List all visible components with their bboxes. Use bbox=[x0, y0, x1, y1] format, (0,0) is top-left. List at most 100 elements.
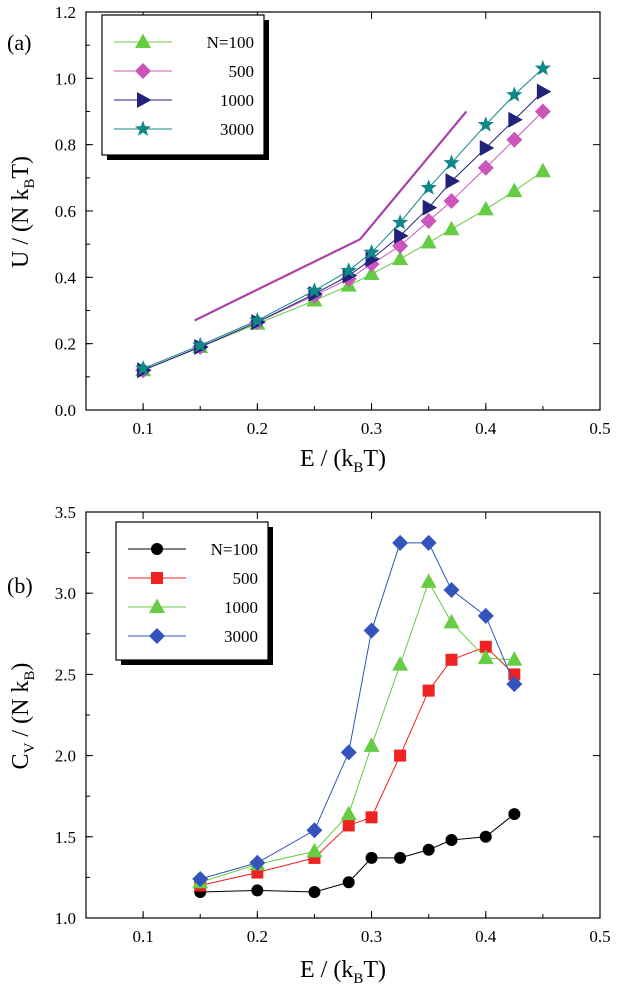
data-point bbox=[479, 830, 492, 843]
y-tick-label: 0.8 bbox=[55, 136, 76, 155]
y-tick-label: 1.2 bbox=[55, 3, 76, 22]
data-point bbox=[192, 336, 209, 353]
data-point bbox=[306, 282, 323, 298]
legend-label: 1000 bbox=[224, 598, 258, 617]
data-point bbox=[422, 843, 435, 856]
legend-marker bbox=[135, 33, 151, 48]
legend-marker bbox=[151, 572, 163, 584]
legend-label: 3000 bbox=[224, 627, 258, 646]
series-line bbox=[142, 170, 544, 371]
data-point bbox=[534, 162, 551, 178]
series-2 bbox=[192, 573, 523, 889]
y-tick-label: 0.4 bbox=[55, 268, 77, 287]
data-point bbox=[363, 265, 380, 281]
legend-label: 1000 bbox=[220, 91, 254, 110]
data-point bbox=[443, 581, 460, 598]
legend-marker bbox=[135, 63, 151, 79]
data-point bbox=[443, 613, 460, 629]
y-axis-title: CV / (N kB) bbox=[8, 663, 38, 770]
data-point bbox=[508, 808, 521, 821]
x-axis-title: E / (kBT) bbox=[300, 957, 386, 984]
data-point bbox=[394, 749, 407, 762]
data-point bbox=[477, 116, 494, 132]
data-point bbox=[249, 311, 266, 328]
data-point bbox=[392, 250, 409, 266]
data-point bbox=[342, 819, 355, 832]
data-point bbox=[251, 884, 264, 897]
data-point bbox=[192, 871, 209, 888]
data-point bbox=[445, 173, 461, 190]
series-line bbox=[200, 580, 515, 883]
data-point bbox=[479, 139, 495, 156]
y-tick-label: 0.6 bbox=[55, 202, 76, 221]
y-tick-label: 0.2 bbox=[55, 335, 76, 354]
data-point bbox=[443, 193, 460, 210]
data-point bbox=[477, 607, 494, 624]
legend-label: 500 bbox=[233, 569, 259, 588]
data-point bbox=[422, 684, 435, 697]
legend-label: N=100 bbox=[207, 33, 254, 52]
data-point bbox=[477, 159, 494, 176]
series-0 bbox=[194, 808, 521, 899]
legend-marker bbox=[149, 598, 165, 613]
data-point bbox=[443, 220, 460, 236]
data-point bbox=[420, 234, 437, 249]
series-3 bbox=[192, 534, 523, 888]
x-tick-label: 0.5 bbox=[589, 419, 610, 438]
data-point bbox=[506, 86, 523, 102]
x-tick-label: 0.3 bbox=[361, 419, 382, 438]
chart-panel-b: 0.1 0.2 0.3 0.4 0.5 1.0 1.5 2.0 2.5 3.0 3.5 N=100 50… bbox=[7, 503, 611, 984]
panel-label: (b) bbox=[7, 573, 33, 598]
data-point bbox=[251, 866, 264, 879]
data-point bbox=[443, 154, 460, 170]
data-point bbox=[506, 651, 523, 666]
legend-marker bbox=[137, 92, 152, 108]
y-tick-label: 1.0 bbox=[55, 909, 76, 928]
data-point bbox=[506, 131, 523, 148]
data-point bbox=[308, 886, 321, 899]
data-point bbox=[340, 805, 357, 821]
x-tick-label: 0.2 bbox=[247, 927, 268, 946]
data-point bbox=[340, 262, 357, 278]
data-point bbox=[363, 243, 380, 260]
y-tick-label: 0.0 bbox=[55, 401, 76, 420]
data-point bbox=[445, 653, 458, 666]
data-point bbox=[135, 360, 152, 376]
data-point bbox=[392, 656, 409, 671]
data-point bbox=[342, 876, 355, 889]
data-point bbox=[422, 199, 438, 216]
data-point bbox=[363, 737, 380, 752]
series-1 bbox=[194, 640, 521, 892]
data-point bbox=[479, 640, 492, 653]
x-tick-label: 0.4 bbox=[475, 419, 497, 438]
data-point bbox=[477, 200, 494, 216]
data-point bbox=[392, 214, 409, 230]
series-line bbox=[142, 68, 544, 370]
data-point bbox=[306, 842, 323, 858]
data-point bbox=[506, 182, 523, 198]
series-3 bbox=[135, 59, 551, 376]
y-tick-label: 3.0 bbox=[55, 584, 76, 603]
data-point bbox=[363, 622, 380, 639]
x-tick-label: 0.4 bbox=[475, 927, 497, 946]
y-tick-label: 2.0 bbox=[55, 747, 76, 766]
x-tick-label: 0.3 bbox=[361, 927, 382, 946]
data-point bbox=[365, 811, 378, 824]
y-tick-label: 2.5 bbox=[55, 665, 76, 684]
data-point bbox=[420, 212, 437, 229]
series-line bbox=[142, 91, 544, 371]
legend-label: 500 bbox=[229, 62, 255, 81]
data-point bbox=[306, 822, 323, 839]
data-point bbox=[392, 534, 409, 551]
panel-label: (a) bbox=[7, 30, 31, 55]
data-point bbox=[249, 854, 266, 871]
data-point bbox=[394, 851, 407, 864]
legend-box bbox=[115, 521, 269, 661]
chart-panel-a: 0.1 0.2 0.3 0.4 0.5 0.0 0.2 0.4 0.6 0.8 1.0 1.2 N=10… bbox=[7, 3, 611, 476]
data-point bbox=[420, 573, 437, 588]
legend-marker bbox=[134, 120, 152, 136]
x-tick-label: 0.1 bbox=[132, 927, 153, 946]
data-point bbox=[340, 744, 357, 761]
data-point bbox=[536, 83, 552, 100]
